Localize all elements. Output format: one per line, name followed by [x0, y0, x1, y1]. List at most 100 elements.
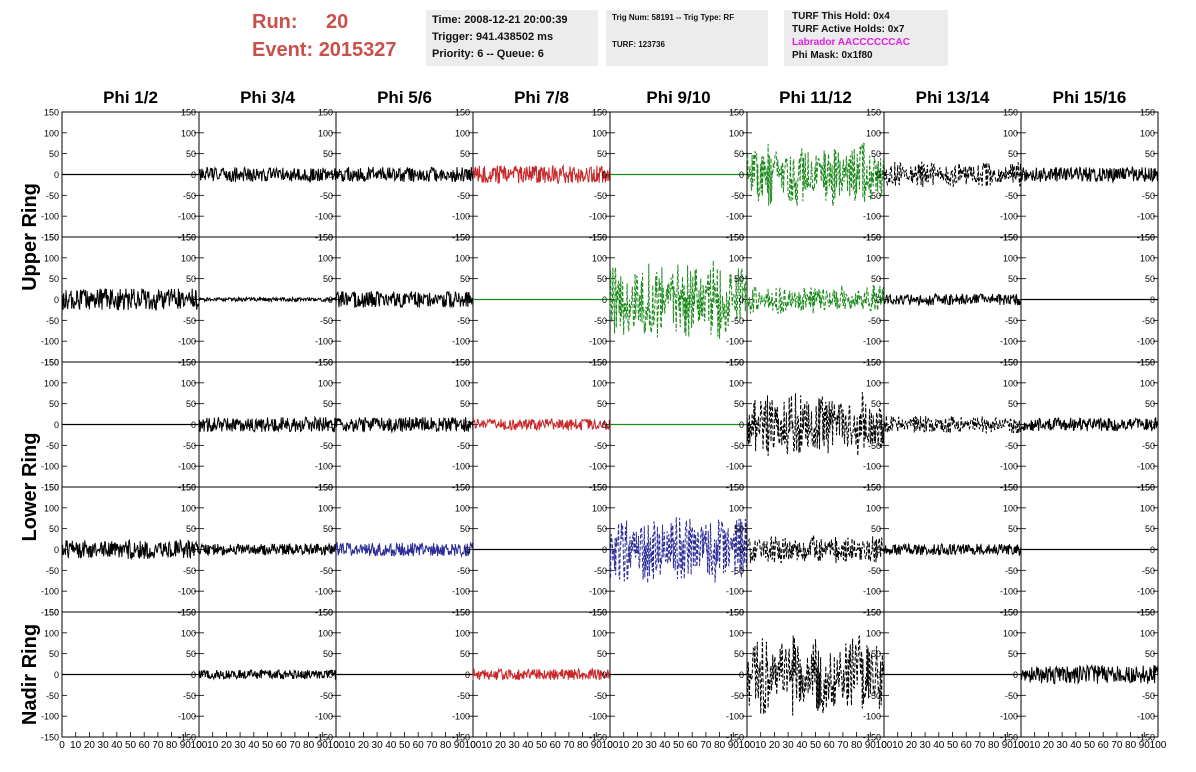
waveform-trace [746, 635, 885, 716]
time-line: Time: 2008-12-21 20:00:39 [432, 14, 568, 26]
y-tick-label: 50 [323, 524, 333, 534]
y-tick-label: -50 [868, 566, 881, 576]
y-tick-label: -100 [41, 462, 59, 472]
y-tick-label: 0 [465, 170, 470, 180]
waveform-trace [1020, 165, 1159, 184]
y-tick-label: -50 [457, 316, 470, 326]
y-tick-label: 100 [729, 503, 744, 513]
y-tick-label: 50 [49, 149, 59, 159]
column-title: Phi 11/12 [779, 88, 852, 107]
y-tick-label: 100 [729, 253, 744, 263]
x-tick-label: 100 [602, 740, 619, 751]
y-tick-label: -50 [183, 566, 196, 576]
y-tick-label: 150 [866, 358, 881, 368]
y-tick-label: -50 [1142, 566, 1155, 576]
y-tick-label: 0 [1150, 670, 1155, 680]
y-tick-label: 100 [44, 378, 59, 388]
x-tick-label: 70 [837, 740, 849, 751]
y-tick-label: -50 [1142, 191, 1155, 201]
x-tick-label: 50 [947, 740, 959, 751]
y-tick-label: 0 [876, 170, 881, 180]
y-tick-label: 50 [597, 649, 607, 659]
y-tick-label: -100 [315, 212, 333, 222]
y-tick-label: 100 [1003, 128, 1018, 138]
y-tick-label: 50 [1008, 524, 1018, 534]
x-tick-label: 70 [1111, 740, 1123, 751]
x-tick-label: 10 [892, 740, 904, 751]
y-tick-label: -50 [320, 316, 333, 326]
y-tick-label: 150 [181, 233, 196, 243]
waveform-trace [746, 391, 885, 456]
y-tick-label: -50 [46, 691, 59, 701]
labrador-line: Labrador AACCCCCCAC [792, 37, 910, 48]
y-tick-label: 150 [592, 608, 607, 618]
column-title: Phi 7/8 [514, 88, 569, 107]
y-tick-label: 150 [455, 358, 470, 368]
y-tick-label: 150 [729, 233, 744, 243]
x-tick-label: 80 [440, 740, 452, 751]
y-tick-label: 50 [871, 524, 881, 534]
y-tick-label: -50 [731, 191, 744, 201]
column-title: Phi 15/16 [1053, 88, 1127, 107]
waveform-trace [1020, 664, 1159, 685]
y-tick-label: -100 [315, 462, 333, 472]
y-tick-label: 150 [455, 108, 470, 118]
x-tick-label: 80 [166, 740, 178, 751]
y-tick-label: -100 [589, 712, 607, 722]
y-tick-label: 100 [866, 128, 881, 138]
x-tick-label: 80 [1125, 740, 1137, 751]
y-tick-label: -50 [594, 566, 607, 576]
y-tick-label: -150 [726, 733, 744, 743]
x-tick-label: 70 [563, 740, 575, 751]
y-tick-label: -50 [183, 441, 196, 451]
y-tick-label: 150 [44, 233, 59, 243]
turf-active-line: TURF Active Holds: 0x7 [792, 24, 905, 35]
x-tick-label: 70 [700, 740, 712, 751]
y-tick-label: 150 [592, 483, 607, 493]
y-tick-label: 50 [597, 524, 607, 534]
y-tick-label: -100 [452, 337, 470, 347]
waveform-trace [883, 542, 1022, 557]
x-tick-label: 50 [125, 740, 137, 751]
priority-line: Priority: 6 -- Queue: 6 [432, 48, 544, 60]
y-tick-label: 150 [455, 608, 470, 618]
x-tick-label: 90 [1002, 740, 1014, 751]
y-tick-label: -50 [868, 441, 881, 451]
y-tick-label: 50 [323, 399, 333, 409]
y-tick-label: -100 [726, 462, 744, 472]
y-tick-label: -50 [594, 191, 607, 201]
x-tick-label: 90 [317, 740, 329, 751]
y-tick-label: -50 [1142, 316, 1155, 326]
y-tick-label: -100 [726, 712, 744, 722]
y-tick-label: 150 [181, 608, 196, 618]
x-tick-label: 90 [1139, 740, 1151, 751]
x-tick-label: 20 [84, 740, 96, 751]
y-tick-label: 150 [1140, 233, 1155, 243]
y-tick-label: 50 [186, 399, 196, 409]
y-tick-label: 50 [734, 649, 744, 659]
y-tick-label: 150 [866, 483, 881, 493]
y-tick-label: 50 [871, 399, 881, 409]
y-tick-label: 100 [1140, 503, 1155, 513]
x-tick-label: 0 [470, 740, 476, 751]
y-tick-label: -100 [863, 712, 881, 722]
y-tick-label: 50 [1145, 274, 1155, 284]
y-tick-label: -100 [1000, 587, 1018, 597]
time-info-box: Time: 2008-12-21 20:00:39 Trigger: 941.4… [426, 10, 598, 66]
y-tick-label: 0 [54, 295, 59, 305]
y-tick-label: -100 [726, 337, 744, 347]
event-label: Event: [252, 39, 314, 61]
y-tick-label: 100 [866, 628, 881, 638]
y-tick-label: 150 [44, 608, 59, 618]
y-tick-label: 0 [1013, 420, 1018, 430]
y-tick-label: 0 [328, 670, 333, 680]
column-title: Phi 13/14 [916, 88, 990, 107]
y-tick-label: -100 [589, 212, 607, 222]
y-tick-label: -150 [1137, 733, 1155, 743]
y-tick-label: -50 [183, 691, 196, 701]
y-tick-label: 100 [592, 128, 607, 138]
x-tick-label: 10 [70, 740, 82, 751]
y-tick-label: -150 [589, 733, 607, 743]
y-tick-label: -50 [1005, 691, 1018, 701]
y-tick-label: -50 [320, 566, 333, 576]
